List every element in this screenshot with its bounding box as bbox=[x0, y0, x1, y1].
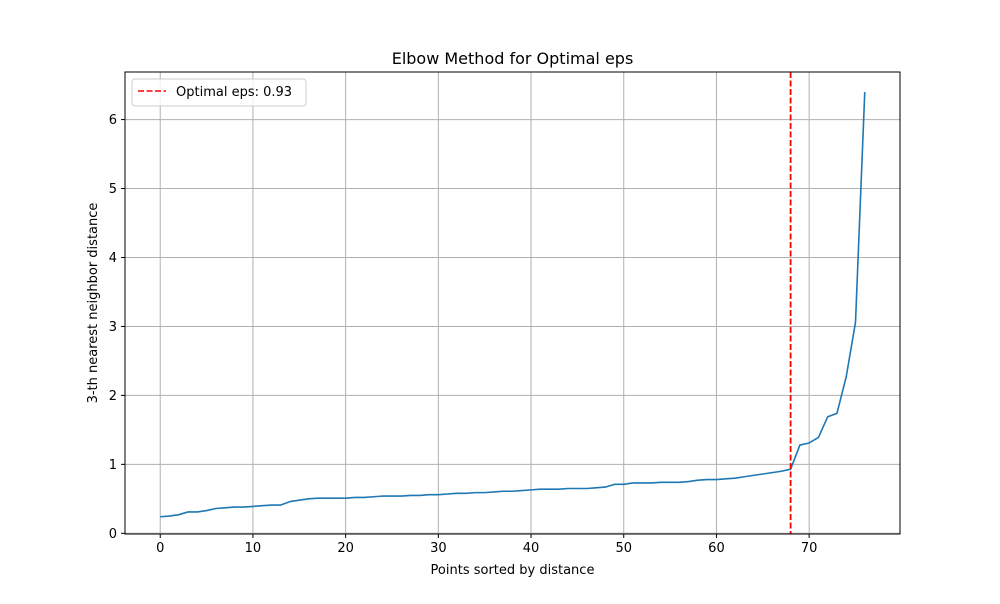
y-tick-label: 5 bbox=[109, 182, 117, 197]
y-tick-label: 1 bbox=[109, 458, 117, 473]
y-tick-label: 2 bbox=[109, 389, 117, 404]
x-axis-label: Points sorted by distance bbox=[431, 563, 595, 578]
plot-frame bbox=[124, 71, 901, 535]
series-layer bbox=[160, 72, 866, 534]
legend-box bbox=[131, 78, 307, 107]
x-tick-label: 30 bbox=[430, 541, 447, 556]
y-axis-label: 3-th nearest neighbor distance bbox=[86, 203, 101, 404]
x-tick-label: 70 bbox=[801, 541, 818, 556]
x-tick-label: 10 bbox=[245, 541, 262, 556]
x-tick-label: 60 bbox=[708, 541, 725, 556]
x-tick-label: 0 bbox=[156, 541, 164, 556]
y-tick-label: 0 bbox=[109, 527, 117, 542]
chart-title: Elbow Method for Optimal eps bbox=[392, 49, 634, 68]
y-tick-label: 3 bbox=[109, 320, 117, 335]
y-tick-label: 6 bbox=[109, 113, 117, 128]
axis-ticks: 0 10 20 30 40 50 60 70 0 1 2 3 4 5 6 bbox=[109, 113, 818, 556]
legend-label-reference-line: Optimal eps: 0.93 bbox=[176, 85, 292, 100]
y-tick-label: 4 bbox=[109, 251, 117, 266]
x-tick-label: 40 bbox=[523, 541, 540, 556]
x-tick-label: 50 bbox=[615, 541, 632, 556]
legend: Optimal eps: 0.93 bbox=[131, 78, 307, 107]
grid-lines bbox=[125, 72, 900, 534]
x-tick-label: 20 bbox=[337, 541, 354, 556]
series-line-distance bbox=[160, 91, 866, 518]
